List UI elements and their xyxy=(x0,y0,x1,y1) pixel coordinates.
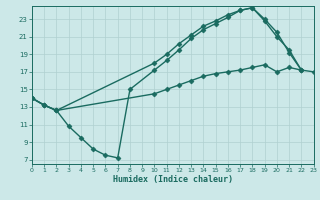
X-axis label: Humidex (Indice chaleur): Humidex (Indice chaleur) xyxy=(113,175,233,184)
